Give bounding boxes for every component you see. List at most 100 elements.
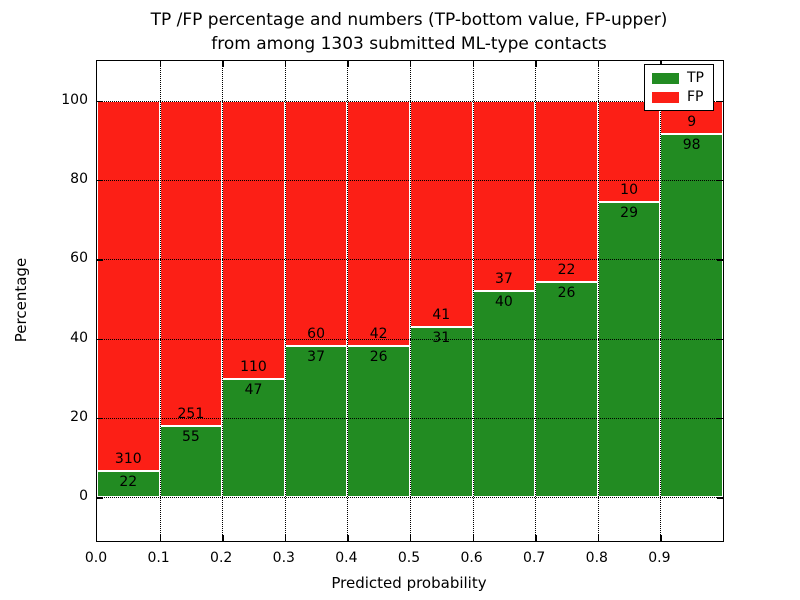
- x-tick-mark: [597, 535, 600, 541]
- y-tick-mark: [717, 180, 723, 182]
- legend-item-tp: TP: [652, 71, 706, 85]
- tp-bar-segment: [347, 345, 410, 498]
- x-tick-mark: [347, 535, 349, 541]
- y-tick-mark: [97, 418, 103, 420]
- x-tick-label: 0.6: [460, 550, 483, 566]
- v-gridline: [660, 61, 662, 541]
- tp-count-label: 47: [244, 381, 263, 398]
- fp-legend-swatch: [652, 91, 679, 103]
- v-gridline: [535, 61, 537, 541]
- y-tick-label: 80: [70, 171, 88, 187]
- fp-legend-label: FP: [687, 89, 704, 105]
- tp-bar-segment: [97, 471, 160, 498]
- v-gridline: [284, 61, 286, 541]
- x-tick-mark: [410, 535, 412, 541]
- x-tick-mark: [222, 535, 224, 541]
- fp-bar-segment: [410, 100, 473, 327]
- x-tick-mark: [410, 61, 412, 67]
- y-tick-mark: [97, 100, 103, 103]
- v-gridline: [472, 61, 474, 541]
- v-gridline: [222, 61, 224, 541]
- tp-bar-segment: [159, 426, 223, 498]
- fp-count-label: 42: [369, 325, 388, 342]
- x-tick-label: 0.7: [523, 550, 546, 566]
- tp-count-label: 98: [682, 137, 701, 154]
- y-tick-mark: [717, 259, 723, 261]
- tp-bar-segment: [597, 202, 661, 498]
- x-tick-label: 0.0: [84, 550, 108, 566]
- chart-title-line1: TP /FP percentage and numbers (TP-bottom…: [150, 10, 668, 30]
- plot-area: 310 22 251 55 110 47 60 37 42 26 41 31 37 40 22 26 10 29 9…: [96, 60, 724, 542]
- x-tick-mark: [472, 535, 474, 541]
- v-gridline: [410, 61, 411, 541]
- y-tick-mark: [97, 259, 103, 261]
- y-tick-mark: [97, 338, 103, 341]
- y-tick-label: 100: [61, 91, 88, 108]
- fp-bar-segment: [97, 100, 160, 472]
- x-tick-mark: [347, 61, 349, 67]
- x-tick-label: 0.1: [147, 550, 170, 566]
- tp-bar-segment: [472, 291, 536, 498]
- x-tick-label: 0.8: [585, 550, 608, 566]
- tp-count-label: 55: [181, 429, 200, 446]
- fp-bar-segment: [347, 100, 410, 346]
- tp-legend-swatch: [652, 72, 679, 84]
- y-tick-mark: [97, 180, 103, 182]
- tp-count-label: 26: [557, 285, 576, 302]
- chart-title: TP /FP percentage and numbers (TP-bottom…: [96, 8, 722, 56]
- x-axis-label: Predicted probability: [331, 574, 487, 592]
- fp-count-label: 22: [557, 262, 576, 279]
- v-gridline: [597, 61, 599, 541]
- tp-count-label: 26: [369, 348, 388, 365]
- y-tick-label: 40: [70, 329, 88, 346]
- fp-count-label: 60: [307, 326, 325, 343]
- x-tick-mark: [472, 61, 474, 67]
- x-tick-label: 0.2: [210, 550, 233, 566]
- y-tick-label: 20: [70, 409, 88, 426]
- y-tick-mark: [717, 497, 723, 499]
- legend-item-fp: FP: [652, 90, 706, 104]
- chart-title-line2: from among 1303 submitted ML-type contac…: [211, 34, 607, 55]
- tp-bar-segment: [284, 346, 348, 498]
- fp-count-label: 110: [240, 358, 267, 375]
- x-tick-mark: [535, 535, 537, 541]
- v-gridline: [347, 61, 349, 541]
- x-tick-mark: [535, 61, 537, 67]
- x-tick-mark: [159, 535, 161, 541]
- tp-count-label: 31: [432, 329, 451, 346]
- y-tick-mark: [717, 418, 723, 420]
- fp-count-label: 41: [432, 306, 451, 323]
- fp-count-label: 9: [687, 114, 697, 131]
- x-tick-mark: [597, 61, 600, 67]
- fp-bar-segment: [597, 100, 661, 203]
- tp-bar-segment: [660, 134, 723, 498]
- fp-bar-segment: [222, 100, 285, 379]
- fp-count-label: 251: [177, 406, 205, 423]
- y-tick-label: 60: [70, 250, 88, 267]
- x-tick-mark: [284, 61, 287, 67]
- y-tick-mark: [717, 338, 723, 341]
- tp-count-label: 22: [119, 474, 138, 491]
- legend: TP FP: [644, 64, 714, 111]
- x-tick-mark: [159, 61, 161, 67]
- tp-count-label: 40: [494, 294, 513, 311]
- y-tick-label: 0: [79, 488, 88, 505]
- y-axis-label: Percentage: [12, 257, 30, 343]
- y-tick-mark: [97, 497, 103, 499]
- x-tick-mark: [222, 61, 224, 67]
- tp-bar-segment: [535, 282, 598, 498]
- v-gridline: [159, 61, 161, 541]
- tp-bar-segment: [410, 326, 473, 498]
- x-tick-label: 0.9: [648, 550, 671, 566]
- tp-count-label: 37: [307, 349, 325, 366]
- fp-bar-segment: [159, 100, 223, 427]
- fp-count-label: 310: [114, 451, 142, 468]
- fp-bar-segment: [472, 100, 536, 292]
- tp-count-label: 29: [620, 205, 638, 222]
- tp-legend-label: TP: [687, 70, 704, 86]
- x-tick-mark: [284, 535, 287, 541]
- fp-count-label: 37: [494, 271, 513, 288]
- x-tick-label: 0.5: [397, 550, 421, 566]
- fp-count-label: 10: [620, 182, 638, 199]
